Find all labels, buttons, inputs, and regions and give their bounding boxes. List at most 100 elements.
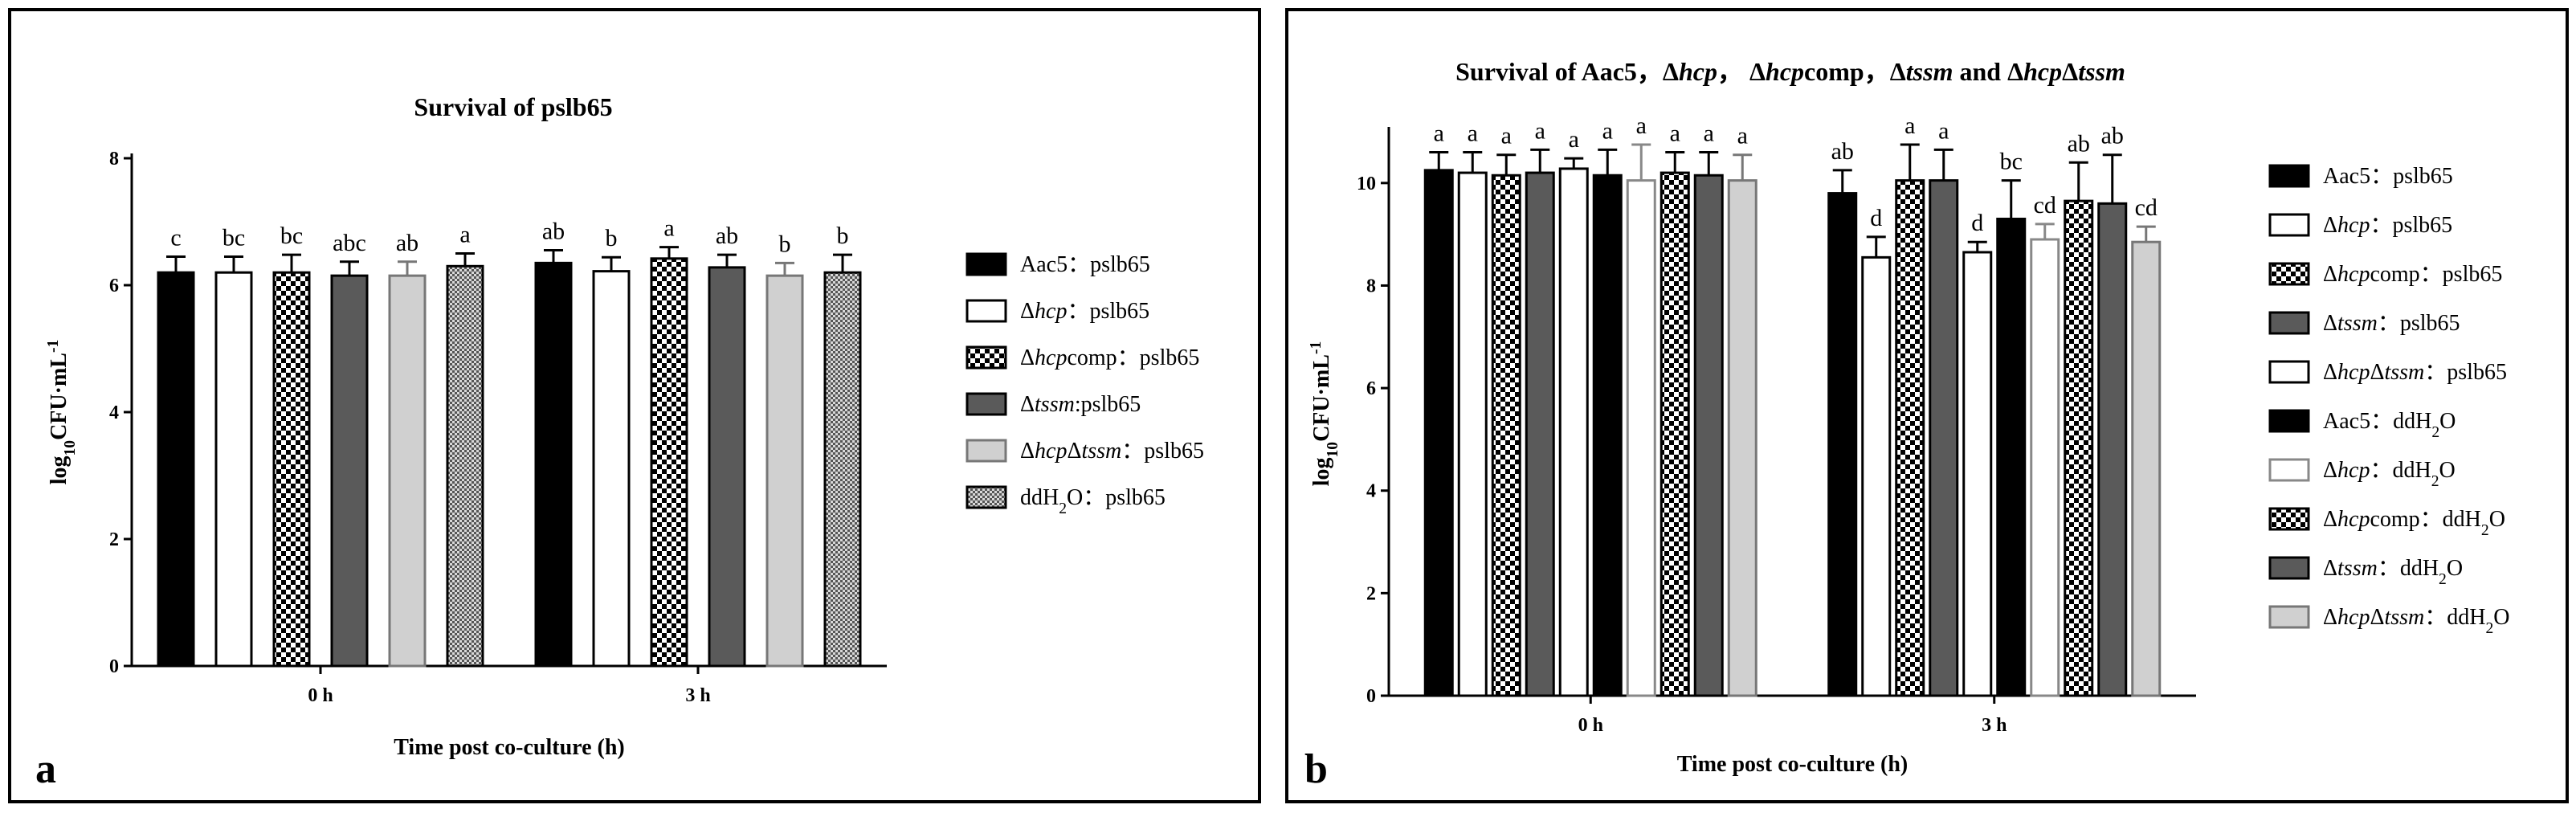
legend-label: ΔhcpΔtssm：pslb65 xyxy=(1020,439,1204,464)
legend-label: Δhcp：pslb65 xyxy=(2323,213,2452,238)
bar xyxy=(1929,179,1959,697)
bar xyxy=(157,271,195,668)
legend-swatch xyxy=(965,485,1007,509)
legend-swatch xyxy=(965,299,1007,323)
legend-label: Δtssm：ddH2​O xyxy=(2323,556,2463,588)
bar xyxy=(1861,255,1892,697)
x-axis-label: Time post co-culture (h) xyxy=(1677,752,1909,777)
bar xyxy=(1962,251,1993,697)
bar xyxy=(1592,174,1623,697)
bar xyxy=(1525,171,1555,697)
significance-letter: b xyxy=(606,225,618,251)
significance-letter: a xyxy=(1904,112,1915,139)
legend-swatch xyxy=(2268,605,2310,629)
bar xyxy=(1423,169,1454,697)
significance-letter: b xyxy=(837,223,849,249)
chart-title: Survival of pslb65 xyxy=(414,92,612,121)
y-tick-label: 4 xyxy=(1366,481,1376,502)
y-tick-label: 8 xyxy=(109,149,119,170)
x-tick-label: 3 h xyxy=(685,685,710,706)
significance-letter: a xyxy=(1938,117,1949,144)
significance-letter: d xyxy=(1870,205,1882,231)
bar xyxy=(1727,179,1757,697)
y-tick-label: 2 xyxy=(1366,583,1376,604)
significance-letter: a xyxy=(1468,121,1478,147)
y-tick-label: 2 xyxy=(109,529,119,550)
panel-b: Survival of Aac5，Δhcp， Δhcpcomp，Δtssm an… xyxy=(1285,8,2569,803)
bar xyxy=(1693,174,1724,697)
y-tick-label: 8 xyxy=(1366,276,1376,296)
significance-letter: a xyxy=(1535,117,1545,144)
y-tick-label: 6 xyxy=(1366,378,1376,399)
legend-swatch xyxy=(2268,262,2310,286)
legend-label: Δtssm:pslb65 xyxy=(1020,392,1141,417)
legend-swatch xyxy=(965,252,1007,276)
legend-swatch xyxy=(2268,409,2310,433)
chart-a: Survival of pslb65 0 2 4 6 8 log10​CFU·mL-1 Tim… xyxy=(35,92,1204,792)
legend-swatch xyxy=(2268,556,2310,580)
bar xyxy=(708,266,746,668)
x-tick-label: 3 h xyxy=(1982,715,2007,736)
significance-letter: a xyxy=(663,215,674,242)
y-tick-label: 10 xyxy=(1357,174,1376,194)
bar xyxy=(1895,179,1925,697)
significance-letter: a xyxy=(1670,121,1680,147)
y-axis-label: log10​CFU·mL-1 xyxy=(1308,341,1341,487)
significance-letter: abc xyxy=(333,230,366,256)
y-axis-label: log10​CFU·mL-1 xyxy=(45,340,79,485)
legend-swatch xyxy=(2268,213,2310,237)
bar xyxy=(534,261,573,668)
legend-label: Aac5：pslb65 xyxy=(2323,164,2453,189)
bar xyxy=(2064,199,2094,697)
bar xyxy=(1827,192,1858,697)
y-tick-label: 0 xyxy=(1366,686,1376,707)
significance-letter: a xyxy=(1501,123,1512,149)
bar xyxy=(446,264,484,668)
bar xyxy=(272,271,311,668)
legend-label: Aac5：pslb65 xyxy=(1020,252,1150,277)
panel-a: Survival of pslb65 0 2 4 6 8 log10​CFU·mL-1 Tim… xyxy=(8,8,1261,803)
bar xyxy=(1558,167,1589,697)
significance-letter: ab xyxy=(1831,138,1854,165)
significance-letter: a xyxy=(1704,121,1714,147)
chart-title: Survival of Aac5，Δhcp， Δhcpcomp，Δtssm an… xyxy=(1455,57,2125,86)
y-tick-label: 6 xyxy=(109,276,119,296)
legend-swatch xyxy=(2268,458,2310,482)
significance-letter: ab xyxy=(396,230,418,256)
legend-label: Δhcpcomp：pslb65 xyxy=(1020,345,1199,370)
legend-label: Aac5：ddH2​O xyxy=(2323,409,2456,441)
bar xyxy=(1996,217,2027,697)
legend-label: Δhcpcomp：ddH2​O xyxy=(2323,507,2505,539)
bar xyxy=(388,274,427,668)
bar xyxy=(1626,179,1656,697)
legend-swatch xyxy=(2268,311,2310,335)
significance-letter: a xyxy=(1569,126,1579,153)
legend-label: ΔhcpΔtssm：ddH2​O xyxy=(2323,605,2510,637)
legend-swatch xyxy=(965,439,1007,463)
panel-label: a xyxy=(35,746,56,792)
significance-letter: cd xyxy=(2034,192,2056,219)
bar xyxy=(214,271,253,668)
significance-letter: a xyxy=(1434,121,1444,147)
bar xyxy=(1659,171,1690,697)
significance-letter: cd xyxy=(2135,194,2158,221)
legend-swatch xyxy=(2268,507,2310,531)
significance-letter: bc xyxy=(2000,149,2023,175)
y-tick-label: 0 xyxy=(109,656,119,677)
bar xyxy=(650,257,688,668)
bar xyxy=(765,274,804,668)
significance-letter: bc xyxy=(222,224,245,251)
bar xyxy=(2131,240,2162,697)
bar xyxy=(823,271,862,668)
significance-letter: a xyxy=(459,222,470,248)
bar xyxy=(2030,238,2060,697)
bar xyxy=(592,270,631,668)
y-tick-label: 4 xyxy=(109,402,119,423)
significance-letter: ab xyxy=(716,223,738,249)
significance-letter: a xyxy=(1602,117,1613,144)
legend-label: Δhcp：ddH2​O xyxy=(2323,458,2456,490)
significance-letter: b xyxy=(779,231,791,257)
legend-swatch xyxy=(965,345,1007,370)
x-tick-label: 0 h xyxy=(308,685,333,706)
bar xyxy=(1491,174,1521,697)
